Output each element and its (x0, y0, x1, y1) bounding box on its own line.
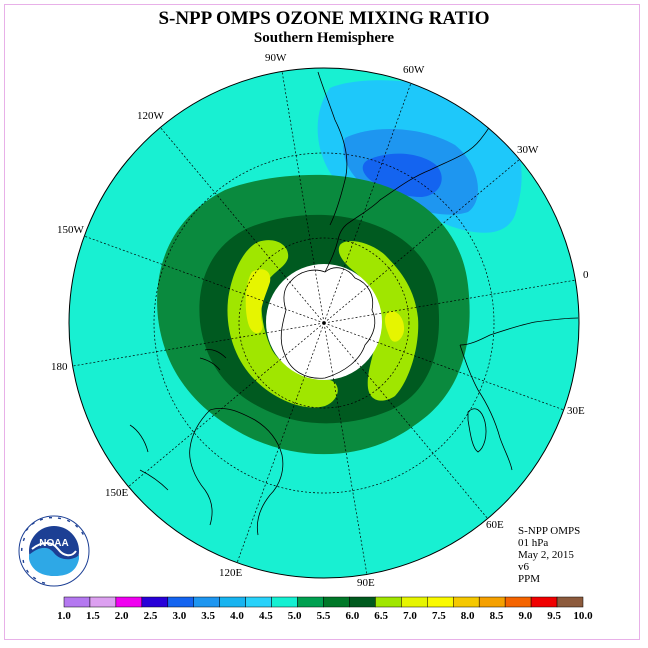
logo-text: NOAA (39, 538, 68, 549)
colorbar-swatch (141, 596, 169, 608)
colorbar-label: 10.0 (573, 610, 593, 622)
colorbar-swatch (271, 596, 298, 608)
meridian-30w (323, 158, 521, 324)
info-instrument: S-NPP OMPS (518, 525, 581, 537)
info-level: 01 hPa (518, 537, 549, 549)
colorbar-swatch (193, 596, 220, 608)
colorbar-swatch (167, 596, 195, 608)
colorbar-swatch (453, 596, 480, 608)
lon-label-0: 0 (583, 269, 589, 281)
logo-wave (29, 547, 79, 576)
colorbar-label: 4.0 (230, 610, 244, 622)
map-subtitle: Southern Hemisphere (253, 30, 395, 46)
colorbar-label: 4.5 (259, 610, 273, 622)
noaa-logo: NOAA (18, 515, 90, 587)
longitude-labels: 90W 60W 30W 0 30E 60E 90E 120E 150E 180 … (51, 52, 589, 589)
meridian-180 (72, 322, 325, 367)
colorbar-swatch (115, 596, 143, 608)
colorbar-label: 1.5 (86, 610, 100, 622)
meridian-120w (159, 126, 325, 324)
colorbar-label: 2.0 (115, 610, 129, 622)
colorbar-label: 2.5 (144, 610, 158, 622)
lon-label-150w: 150W (57, 224, 85, 236)
antarctica-coastline (280, 267, 376, 379)
colorbar-label: 5.0 (288, 610, 302, 622)
colorbar-label: 8.0 (461, 610, 475, 622)
meridian-120e (236, 322, 325, 564)
ozone-field (69, 68, 579, 578)
colorbar-labels: 1.0 1.5 2.0 2.5 3.0 3.5 4.0 4.5 5.0 5.5 6.0 6.5 7.0 7… (57, 610, 593, 622)
lon-label-120w: 120W (137, 110, 165, 122)
lon-label-60e: 60E (486, 519, 504, 531)
new-zealand-coastline (199, 349, 227, 371)
colorbar-swatch (478, 596, 506, 608)
info-date: May 2, 2015 (518, 549, 574, 561)
colorbar-swatch (375, 596, 402, 608)
info-version: v6 (518, 561, 529, 573)
lon-label-150e: 150E (105, 487, 129, 499)
meridian-30e (323, 322, 565, 411)
map-boundary (68, 67, 580, 579)
colorbar-swatch (297, 596, 324, 608)
lon-label-30e: 30E (567, 405, 585, 417)
ozone-ring-6-5-contour (227, 240, 419, 408)
colorbar-label: 3.0 (172, 610, 186, 622)
colorbar-label: 7.0 (403, 610, 417, 622)
colorbar-swatch (556, 596, 584, 608)
lon-label-60w: 60W (403, 64, 425, 76)
colorbar-label: 5.5 (317, 610, 331, 622)
colorbar-label: 3.5 (201, 610, 215, 622)
indonesia-coastline (129, 424, 169, 491)
map-title: S-NPP OMPS OZONE MIXING RATIO (158, 8, 490, 29)
colorbar-label: 9.0 (518, 610, 532, 622)
south-pole-marker (322, 321, 326, 325)
meridian-150e (127, 322, 325, 488)
colorbar-swatch (530, 596, 558, 608)
meridian-90w (281, 70, 325, 324)
info-units: PPM (518, 573, 541, 585)
colorbar-label: 8.5 (490, 610, 504, 622)
lon-label-120e: 120E (219, 567, 243, 579)
colorbar-swatch (427, 596, 454, 608)
colorbar-swatch (63, 596, 91, 608)
colorbar-label: 1.0 (57, 610, 71, 622)
latitude-circle-30s (153, 152, 495, 494)
lon-label-90w: 90W (265, 52, 287, 64)
latitude-circle-60s (238, 237, 410, 409)
meridian-0 (323, 279, 577, 324)
lon-label-90e: 90E (357, 577, 375, 589)
colorbar-label: 9.5 (547, 610, 561, 622)
madagascar-coastline (467, 408, 487, 453)
colorbar-swatch (323, 596, 350, 608)
lon-label-30w: 30W (517, 144, 539, 156)
africa-coastline (459, 317, 579, 471)
colorbar-swatch (504, 596, 532, 608)
meridian-150w (83, 235, 325, 324)
colorbar-swatch (89, 596, 117, 608)
product-info: S-NPP OMPS 01 hPa May 2, 2015 v6 PPM (518, 525, 580, 585)
colorbar-swatch (219, 596, 246, 608)
meridian-60w (323, 82, 412, 324)
colorbar-swatch (245, 596, 272, 608)
graticule (72, 70, 577, 576)
colorbar-swatches (63, 596, 584, 608)
colorbar-label: 6.0 (345, 610, 359, 622)
logo-bird (31, 542, 77, 557)
antarctic-peninsula (324, 221, 351, 273)
figure-frame (4, 4, 640, 640)
colorbar-label: 6.5 (374, 610, 388, 622)
colorbar-swatch (349, 596, 376, 608)
ozone-peak-contour (245, 269, 405, 342)
meridian-90e (323, 322, 368, 576)
australia-coastline (189, 407, 284, 536)
colorbar-label: 7.5 (432, 610, 446, 622)
logo-ring-lettering (20, 517, 84, 584)
colorbar-swatch (401, 596, 428, 608)
meridian-60e (323, 322, 489, 520)
lon-label-180: 180 (51, 361, 68, 373)
